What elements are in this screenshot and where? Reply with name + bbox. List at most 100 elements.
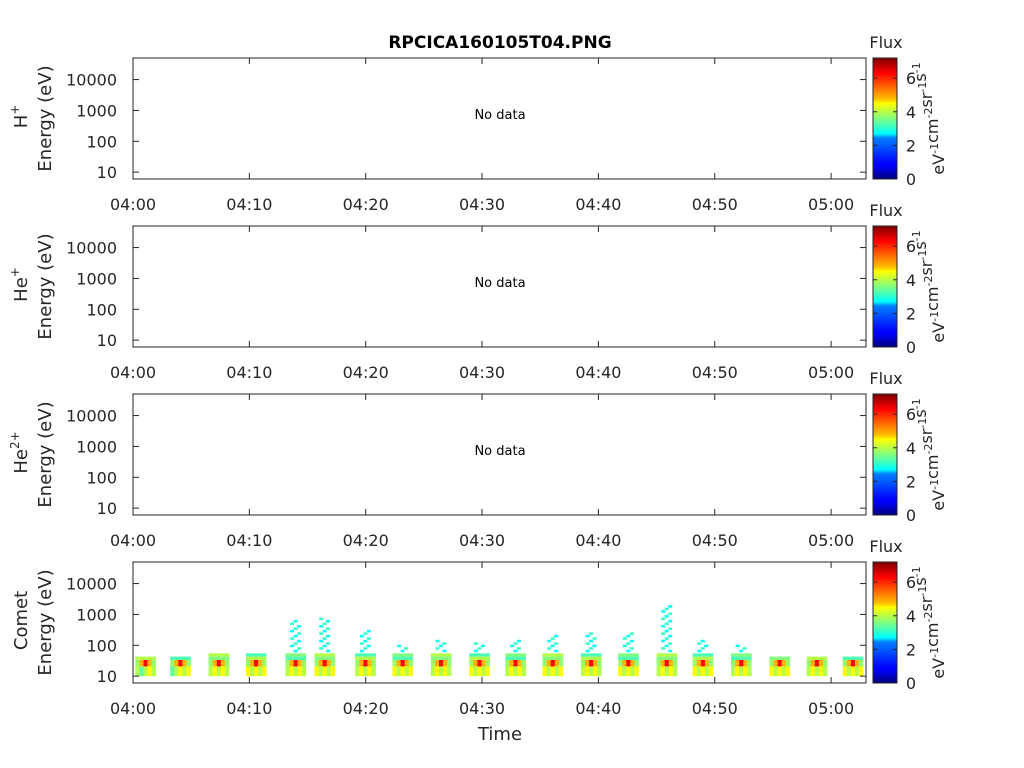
- flux-cell: [318, 666, 323, 670]
- data-burst-18: [769, 656, 791, 677]
- unit-base: s: [911, 73, 930, 81]
- flux-cell: [747, 659, 752, 664]
- flux-cell: [505, 672, 510, 677]
- flux-cell: [258, 666, 263, 670]
- data-burst-2: [170, 656, 191, 677]
- axes-box: [132, 393, 867, 516]
- flux-cell: [322, 666, 327, 670]
- flux-cell: [814, 669, 820, 673]
- flux-cell: [442, 642, 447, 645]
- flux-cell: [143, 666, 148, 670]
- flux-cell: [182, 656, 187, 660]
- figure-title: RPCICA160105T04.PNG: [388, 33, 611, 53]
- flux-cell: [297, 653, 302, 657]
- flux-cell: [668, 649, 673, 653]
- x-tick-label: 04:10: [226, 363, 272, 382]
- flux-cell: [854, 659, 860, 664]
- flux-cell: [216, 669, 222, 673]
- flux-cell: [735, 653, 740, 657]
- flux-cell: [135, 672, 140, 677]
- flux-cell: [818, 663, 824, 667]
- flux-cell: [297, 647, 302, 650]
- flux-cell: [747, 672, 752, 677]
- flux-cell: [731, 653, 736, 657]
- flux-cell: [392, 653, 397, 657]
- flux-cell: [392, 669, 397, 673]
- flux-cell: [326, 656, 332, 660]
- flux-cell: [430, 663, 436, 667]
- flux-cell: [660, 663, 665, 667]
- flux-cell: [739, 672, 744, 677]
- flux-cell: [846, 672, 852, 677]
- flux-cell: [769, 659, 774, 664]
- flux-cell: [769, 656, 774, 660]
- flux-cell: [739, 663, 744, 667]
- flux-cell: [481, 656, 486, 660]
- flux-cell: [580, 669, 586, 673]
- flux-cell: [521, 653, 526, 657]
- flux-cell: [585, 669, 590, 673]
- flux-cell: [781, 659, 786, 664]
- x-tick-label: 04:50: [692, 195, 738, 214]
- flux-cell: [367, 669, 372, 673]
- flux-cell: [747, 666, 752, 670]
- flux-cell: [660, 672, 665, 677]
- flux-cell: [485, 666, 490, 670]
- flux-cell: [542, 653, 547, 657]
- flux-cell: [485, 672, 490, 677]
- flux-cell: [731, 672, 736, 677]
- data-burst-9: [430, 639, 452, 677]
- flux-cell: [850, 669, 856, 673]
- flux-cell: [554, 669, 560, 673]
- flux-cell: [510, 644, 514, 648]
- x-axis-label: Time: [477, 724, 522, 745]
- flux-cell: [443, 659, 448, 664]
- flux-cell: [473, 663, 478, 667]
- flux-cell: [293, 672, 298, 677]
- species-name: He: [11, 277, 32, 302]
- flux-cell: [208, 653, 213, 657]
- flux-cell: [326, 653, 332, 657]
- flux-cell: [660, 659, 665, 664]
- flux-cell: [216, 659, 222, 664]
- data-burst-17: [731, 644, 752, 677]
- flux-cell: [585, 634, 590, 638]
- colorbar-units: eV-1cm-2sr-1s-1: [910, 566, 948, 678]
- flux-cell: [143, 659, 148, 664]
- flux-cell: [322, 669, 327, 673]
- flux-cell: [585, 649, 590, 653]
- flux-cell: [397, 644, 402, 648]
- flux-cell: [850, 672, 856, 677]
- flux-cell: [700, 659, 706, 664]
- flux-cell: [656, 653, 661, 657]
- flux-cell: [485, 659, 490, 664]
- flux-cell: [743, 656, 748, 660]
- x-tick-label: 05:00: [808, 195, 854, 214]
- flux-cell: [443, 672, 448, 677]
- flux-cell: [818, 672, 824, 677]
- flux-cell: [517, 659, 522, 664]
- flux-cell: [301, 656, 307, 660]
- flux-cell: [668, 666, 674, 670]
- flux-cell: [330, 672, 336, 677]
- y-tick-label: 1000: [76, 101, 117, 120]
- flux-cell: [216, 663, 222, 667]
- flux-cell: [735, 669, 740, 673]
- flux-cell: [135, 669, 140, 673]
- flux-cell: [747, 669, 752, 673]
- flux-cell: [254, 672, 259, 677]
- y-tick-label: 10: [97, 499, 117, 518]
- unit-exponent: -1: [916, 82, 929, 93]
- flux-cell: [285, 659, 290, 664]
- flux-cell: [135, 663, 140, 667]
- flux-cell: [810, 663, 816, 667]
- flux-cell: [668, 653, 674, 657]
- data-burst-1: [135, 656, 156, 677]
- flux-cell: [245, 672, 251, 677]
- flux-cell: [622, 653, 627, 657]
- flux-cell: [322, 629, 327, 633]
- flux-cell: [297, 669, 302, 673]
- flux-cell: [174, 659, 179, 664]
- flux-cell: [668, 663, 674, 667]
- flux-cell: [355, 669, 360, 673]
